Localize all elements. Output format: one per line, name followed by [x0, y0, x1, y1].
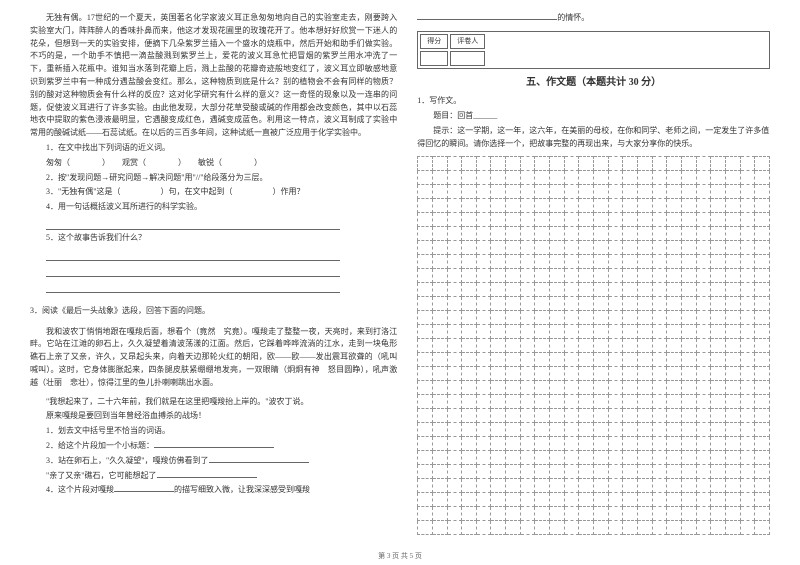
score-label: 得分 — [420, 34, 448, 49]
p2-q4: 4．这个片段对嘎羧 的描写细致入微，让我深深感受到嘎羧 — [30, 484, 397, 497]
essay-grid — [417, 156, 770, 535]
page-footer: 第 3 页 共 5 页 — [0, 551, 800, 561]
section-title: 五、作文题（本题共计 30 分） — [417, 75, 770, 91]
blank — [154, 447, 274, 448]
spacer — [30, 295, 397, 305]
passage2-p1: 我和波农丁悄悄地跟在嘎羧后面，想看个（竟然 究竟）。嘎羧走了整整一夜，天亮时，来… — [30, 326, 397, 390]
p1-q5: 5．这个故事告诉我们什么？ — [30, 232, 397, 245]
score-cell — [420, 51, 448, 66]
passage2-title: 3．阅读《最后一头战象》选段，回答下面的问题。 — [30, 305, 397, 318]
passage2-p2: "我想起来了，二十六年前，我们就是在这里把嘎羧抬上岸的。"波农丁说。 — [30, 396, 397, 409]
blank — [114, 491, 174, 492]
blank-line — [46, 249, 340, 261]
p2-q3a: 3．站在卵石上，"久久凝望"，嘎羧仿佛看到了 — [30, 455, 397, 468]
score-box: 得分 评卷人 — [417, 31, 770, 69]
p1-q4: 4．用一句话概括波义耳所进行的科学实验。 — [30, 201, 397, 214]
passage2-p3: 原来嘎羧是要回到当年曾经浴血搏杀的战场！ — [30, 410, 397, 423]
p2-q1: 1．划去文中括号里不恰当的词语。 — [30, 425, 397, 438]
grader-label: 评卷人 — [450, 34, 485, 49]
p2-q4a-text: 4．这个片段对嘎羧 — [46, 485, 114, 494]
p1-q2: 2．按"发现问题→研究问题→解决问题"用"//"给段落分为三层。 — [30, 172, 397, 185]
p2-q2-text: 2．给这个片段加一个小标题： — [46, 441, 154, 450]
blank-line — [46, 218, 340, 230]
blank-line — [46, 281, 340, 293]
p2-q3b: "亲了又亲"礁石，它可能想起了 — [30, 470, 397, 483]
blank — [209, 462, 309, 463]
p2-q4b-text: 的描写细致入微，让我深深感受到嘎羧 — [174, 485, 310, 494]
blank — [417, 19, 557, 20]
essay-topic: 题目：回首______ — [417, 110, 770, 123]
p1-q1-label: 1．在文中找出下列词语的近义词。 — [30, 142, 397, 155]
essay-q1: 1．写作文。 — [417, 95, 770, 108]
p1-q3: 3．"无独有偶"这是（ ）句，在文中起到（ ）作用？ — [30, 186, 397, 199]
blank-line — [46, 265, 340, 277]
left-column: 无独有偶。17世纪的一个夏天，英国著名化学家波义耳正急匆匆地向自己的实验室走去，… — [30, 12, 397, 557]
passage1-text: 无独有偶。17世纪的一个夏天，英国著名化学家波义耳正急匆匆地向自己的实验室走去，… — [30, 12, 397, 140]
p2-q3b-text: "亲了又亲"礁石，它可能想起了 — [46, 471, 157, 480]
right-column: 的情怀。 得分 评卷人 五、作文题（本题共计 30 分） 1．写作文。 题目：回… — [417, 12, 770, 557]
p2-q3a-text: 3．站在卵石上，"久久凝望"，嘎羧仿佛看到了 — [46, 456, 209, 465]
blank — [157, 477, 257, 478]
essay-hint: 提示：这一学期，这一年，这六年，在美丽的母校，在你和同学、老师之间，一定发生了许… — [417, 125, 770, 151]
grader-cell — [450, 51, 485, 66]
top-blank-row: 的情怀。 — [417, 12, 770, 25]
p1-q1-items: 匆匆（ ） 观赏（ ） 敏锐（ ） — [30, 157, 397, 170]
top-blank-suffix: 的情怀。 — [557, 13, 589, 22]
p2-q2: 2．给这个片段加一个小标题： — [30, 440, 397, 453]
